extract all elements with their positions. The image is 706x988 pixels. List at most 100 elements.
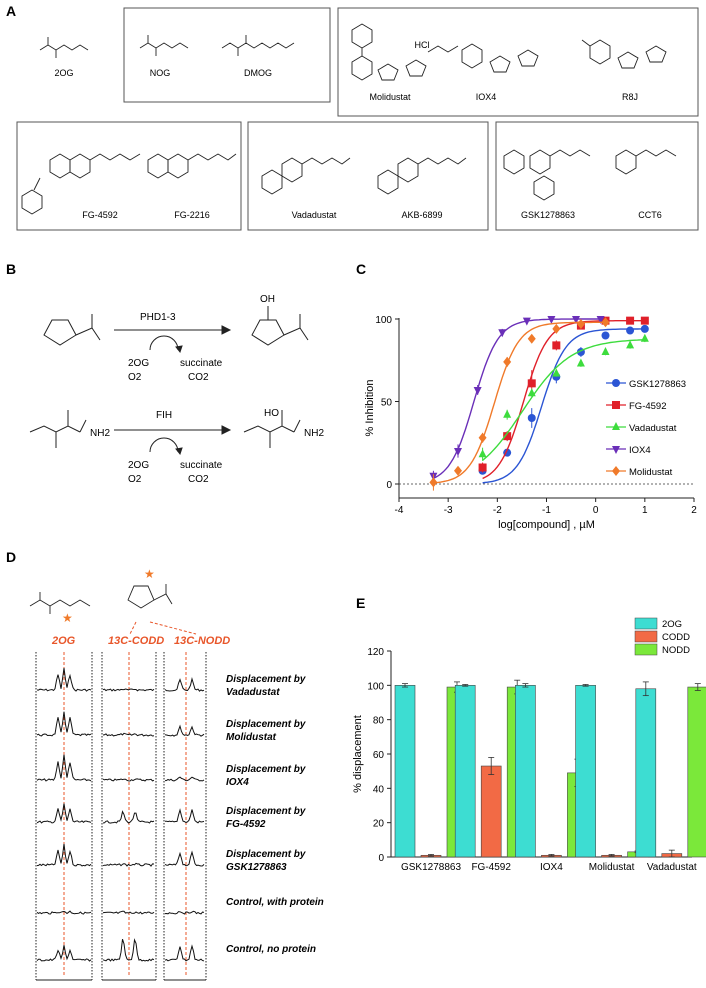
c-point <box>454 465 462 476</box>
c-legend-label: GSK1278863 <box>629 379 686 390</box>
panel-e-letter: E <box>356 595 365 611</box>
box-fg <box>16 121 242 231</box>
c-point <box>601 317 610 328</box>
d-row-label-line2: FG-4592 <box>226 819 266 830</box>
d-row-label-line2: IOX4 <box>226 777 249 788</box>
c-point <box>640 333 649 342</box>
b-oh-1: OH <box>260 294 275 305</box>
panel-d-structures <box>29 584 173 614</box>
label-hcl: HCl <box>415 40 430 50</box>
e-y-tick-label: 80 <box>373 716 385 727</box>
c-point <box>552 368 561 377</box>
e-x-tick-label: GSK1278863 <box>401 862 461 873</box>
b-nh2-1: NH2 <box>90 428 110 439</box>
c-point <box>503 432 512 441</box>
panel-d-letter: D <box>6 549 16 565</box>
e-legend-label: NODD <box>662 645 690 656</box>
c-legend-label: Vadadustat <box>629 423 677 434</box>
c-point <box>552 341 561 350</box>
label-r8j: R8J <box>622 92 638 102</box>
c-point <box>626 316 635 325</box>
c-x-tick-label: -2 <box>493 505 502 516</box>
b-2og-2: 2OG <box>128 460 149 471</box>
b-2og-1: 2OG <box>128 358 149 369</box>
d-spectrum-trace <box>102 910 155 915</box>
c-point <box>576 358 585 367</box>
c-fit-curve <box>482 339 645 461</box>
e-legend-label: 2OG <box>662 619 682 630</box>
c-series-iox4: IOX4 <box>429 316 651 481</box>
e-y-tick-label: 20 <box>373 819 385 830</box>
d-spectrum-trace <box>102 688 155 692</box>
b-succinate-2: succinate <box>180 460 223 471</box>
c-point <box>429 477 438 488</box>
d-spectrum-trace <box>36 711 92 737</box>
label-molidustat: Molidustat <box>369 92 411 102</box>
label-fg2216: FG-2216 <box>174 210 210 220</box>
box-nog-dmog <box>123 7 331 103</box>
d-spectrum-trace <box>102 732 155 737</box>
b-o2-2: O2 <box>128 474 142 485</box>
c-point <box>596 316 605 324</box>
panel-a-letter: A <box>6 3 16 19</box>
d-spectrum-trace <box>164 910 205 915</box>
c-x-tick-label: -4 <box>395 505 404 516</box>
d-row-label-line1: Displacement by <box>226 674 306 685</box>
c-point <box>527 388 536 397</box>
c-x-tick-label: 1 <box>642 505 648 516</box>
e-bar <box>480 765 502 858</box>
panel-a-structures <box>21 23 677 215</box>
e-legend-label: CODD <box>662 632 690 643</box>
c-legend-label: IOX4 <box>629 445 651 456</box>
e-y-tick-label: 60 <box>373 750 385 761</box>
d-spectrum-trace <box>36 668 92 692</box>
d-row-label-line1: Control, no protein <box>226 944 316 955</box>
panel-c-letter: C <box>356 261 366 277</box>
box-vadadustat-akb <box>247 121 489 231</box>
c-y-tick-label: 50 <box>381 398 393 409</box>
c-point <box>503 356 512 367</box>
c-point <box>601 347 610 355</box>
c-x-tick-label: -3 <box>444 505 453 516</box>
d-spectrum-trace <box>36 754 92 782</box>
c-series-molidustat: Molidustat <box>429 317 673 491</box>
d-row-label-line1: Displacement by <box>226 764 306 775</box>
label-nog: NOG <box>150 68 171 78</box>
e-y-label: % displacement <box>352 715 364 793</box>
c-point <box>527 414 536 422</box>
e-y-tick-label: 0 <box>378 853 384 864</box>
e-bar <box>687 686 706 858</box>
c-point <box>478 432 487 443</box>
c-legend-label: Molidustat <box>629 467 673 478</box>
label-fg4592: FG-4592 <box>82 210 118 220</box>
d-spectrum-trace <box>102 938 155 962</box>
e-bar <box>635 688 657 858</box>
inhibition-chart: -4 -3 -2 -1 0 1 2 0 50 100 log[compound] , µM % Inh… <box>364 315 697 531</box>
displacement-chart: 0 20 40 60 80 100 120 % displacement GSK1278863 F… <box>352 617 706 873</box>
c-x-tick-label: 2 <box>691 505 697 516</box>
e-x-tick-label: IOX4 <box>540 862 563 873</box>
c-point <box>612 446 620 454</box>
label-akb6899: AKB-6899 <box>401 210 442 220</box>
e-x-tick-label: Vadadustat <box>647 862 697 873</box>
d-spectrum-trace <box>36 910 92 915</box>
d-spectrum-trace <box>102 778 155 782</box>
c-point <box>522 317 531 326</box>
d-spectrum-trace <box>164 850 205 867</box>
d-spectrum-trace <box>102 810 155 824</box>
c-fit-curve <box>482 328 645 484</box>
d-row-label-line1: Displacement by <box>226 806 306 817</box>
d-label-codd: 13C-CODD <box>108 635 164 647</box>
d-spectrum-trace <box>164 724 205 737</box>
c-series-gsk1278863: GSK1278863 <box>478 324 686 484</box>
c-point <box>552 323 561 334</box>
c-point <box>527 379 536 388</box>
c-legend-label: FG-4592 <box>629 401 667 412</box>
e-x-tick-label: FG-4592 <box>471 862 511 873</box>
c-point <box>454 448 462 456</box>
d-row-label-line1: Displacement by <box>226 719 306 730</box>
c-point <box>576 318 585 329</box>
label-cct6: CCT6 <box>638 210 662 220</box>
c-point <box>572 316 580 324</box>
b-ho-2: HO <box>264 408 279 419</box>
